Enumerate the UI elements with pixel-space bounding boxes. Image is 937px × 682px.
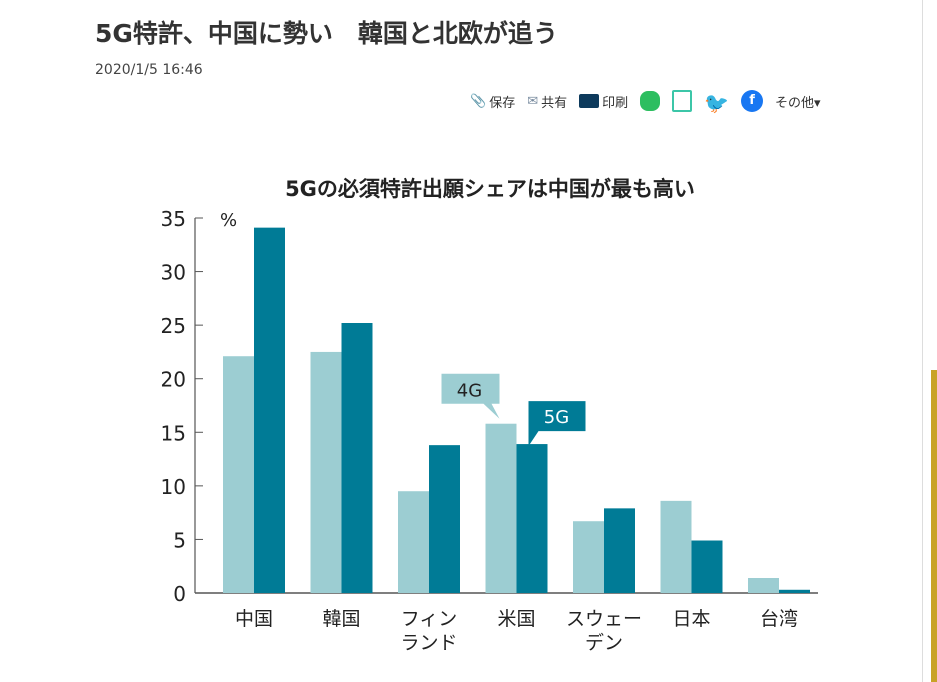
bar-4g: [398, 491, 429, 593]
x-tick-label: 米国: [497, 608, 535, 630]
twitter-icon[interactable]: 🐦: [704, 91, 730, 115]
x-tick-label: 中国: [235, 608, 273, 630]
bar-chart: 5Gの必須特許出願シェアは中国が最も高い 0 5 10 15 20 25 30 35 % 中国 韓国 フ…: [161, 177, 818, 654]
x-tick-label: 韓国: [322, 608, 360, 630]
bar-5g: [604, 508, 635, 593]
mail-icon: ✉: [527, 93, 539, 109]
evernote-icon[interactable]: [640, 91, 661, 111]
print-label: 印刷: [602, 95, 629, 111]
x-tick-label: ランド: [400, 632, 457, 654]
bar-5g: [254, 227, 285, 593]
bar-5g: [516, 444, 548, 593]
divider: [922, 0, 923, 682]
printer-icon: [579, 94, 600, 108]
y-tick-label: 10: [161, 475, 186, 499]
y-tick-label: 20: [161, 368, 186, 392]
side-accent: [931, 370, 937, 682]
bar-5g: [429, 445, 460, 593]
y-tick-label: 15: [161, 421, 186, 445]
bar-4g: [660, 500, 692, 593]
x-tick-label: 日本: [672, 608, 710, 630]
y-tick-label: 30: [161, 261, 186, 285]
more-button[interactable]: その他▾: [775, 92, 821, 111]
save-button[interactable]: 📎 保存: [470, 92, 515, 111]
legend-4g-label: 4G: [457, 381, 482, 402]
bar-5g: [779, 589, 810, 593]
print-button[interactable]: 印刷: [579, 92, 628, 111]
legend-5g-callout: [528, 401, 586, 447]
share-label: 共有: [541, 95, 568, 111]
x-tick-label: スウェー: [566, 608, 642, 630]
bar-4g: [748, 578, 779, 593]
x-tick-label: デン: [585, 632, 623, 654]
article-title: 5G特許、中国に勢い 韓国と北欧が追う: [95, 19, 558, 48]
y-tick-label: 5: [173, 528, 186, 552]
bar-4g: [310, 351, 342, 593]
memo-icon[interactable]: [672, 90, 693, 112]
x-tick-label: 台湾: [760, 608, 798, 630]
bar-4g: [223, 356, 254, 593]
paperclip-icon: 📎: [470, 93, 487, 109]
bar-4g: [485, 423, 517, 593]
legend-5g-label: 5G: [544, 407, 569, 428]
x-tick-label: フィン: [401, 608, 458, 630]
article-date: 2020/1/5 16:46: [95, 62, 203, 78]
y-unit-label: %: [220, 210, 237, 231]
bar-4g: [573, 521, 604, 593]
facebook-icon[interactable]: f: [741, 90, 764, 112]
chart-title: 5Gの必須特許出願シェアは中国が最も高い: [285, 177, 695, 201]
y-tick-label: 0: [173, 582, 186, 606]
y-tick-label: 35: [161, 207, 186, 231]
save-label: 保存: [489, 95, 516, 111]
share-toolbar: 📎 保存 ✉ 共有 印刷 🐦 f その他▾: [470, 90, 821, 115]
more-label: その他▾: [775, 95, 821, 111]
legend-4g-callout: [441, 373, 500, 419]
bar-5g: [691, 540, 723, 593]
y-tick-label: 25: [161, 314, 186, 338]
bar-5g: [341, 323, 373, 593]
share-button[interactable]: ✉ 共有: [527, 92, 567, 111]
